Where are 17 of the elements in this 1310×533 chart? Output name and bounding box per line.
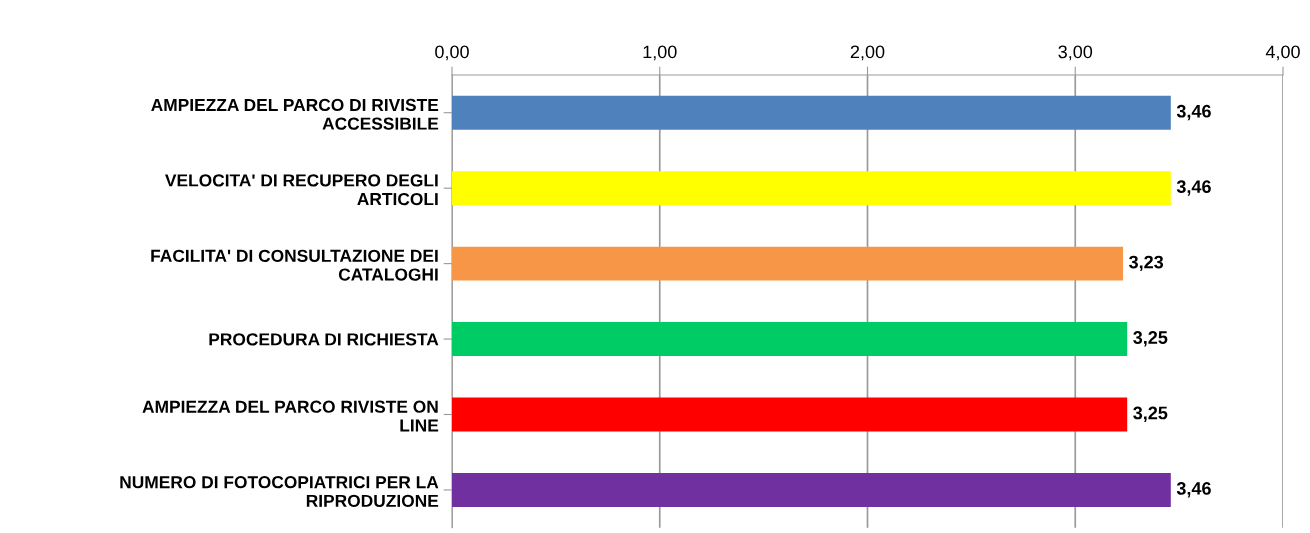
y-tick-label: PROCEDURA DI RICHIESTA — [209, 333, 439, 346]
x-tick-label: 2,00 — [850, 45, 885, 61]
y-tick-label: AMPIEZZA DEL PARCO DI RIVISTE ACCESSIBILE — [151, 98, 439, 130]
data-label: 3,25 — [1133, 406, 1168, 422]
data-label: 3,46 — [1176, 482, 1211, 498]
x-tick-label: 4,00 — [1265, 45, 1300, 61]
y-tick-label: NUMERO DI FOTOCOPIATRICI PER LA RIPRODUZIONE — [120, 476, 439, 508]
data-label: 3,46 — [1176, 180, 1211, 196]
data-label: 3,25 — [1133, 331, 1168, 347]
y-tick-label: FACILITA' DI CONSULTAZIONE DEI CATALOGHI — [151, 249, 438, 281]
y-tick-label: VELOCITA' DI RECUPERO DEGLI ARTICOLI — [165, 174, 438, 206]
y-tick-label: AMPIEZZA DEL PARCO RIVISTE ON LINE — [142, 400, 439, 432]
x-tick-label: 0,00 — [435, 45, 469, 61]
data-label: 3,46 — [1176, 104, 1211, 121]
x-tick-label: 3,00 — [1058, 45, 1093, 61]
data-label: 3,23 — [1129, 255, 1164, 272]
x-tick-label: 1,00 — [643, 45, 677, 61]
